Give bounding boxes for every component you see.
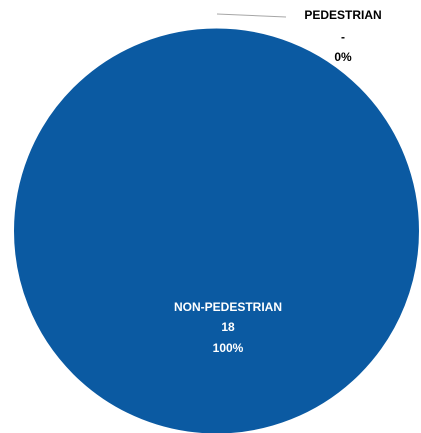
label-non-pedestrian-percent: 100%: [213, 341, 244, 355]
label-non-pedestrian-name: NON-PEDESTRIAN: [174, 300, 282, 314]
label-pedestrian-value: -: [341, 30, 345, 44]
pie-slice-non-pedestrian: [13, 27, 420, 433]
label-pedestrian-name: PEDESTRIAN: [304, 8, 381, 22]
leader-line-pedestrian: [216, 13, 287, 18]
pie-slices: [13, 27, 420, 433]
label-pedestrian-percent: 0%: [334, 50, 352, 64]
label-non-pedestrian-value: 18: [221, 320, 235, 334]
